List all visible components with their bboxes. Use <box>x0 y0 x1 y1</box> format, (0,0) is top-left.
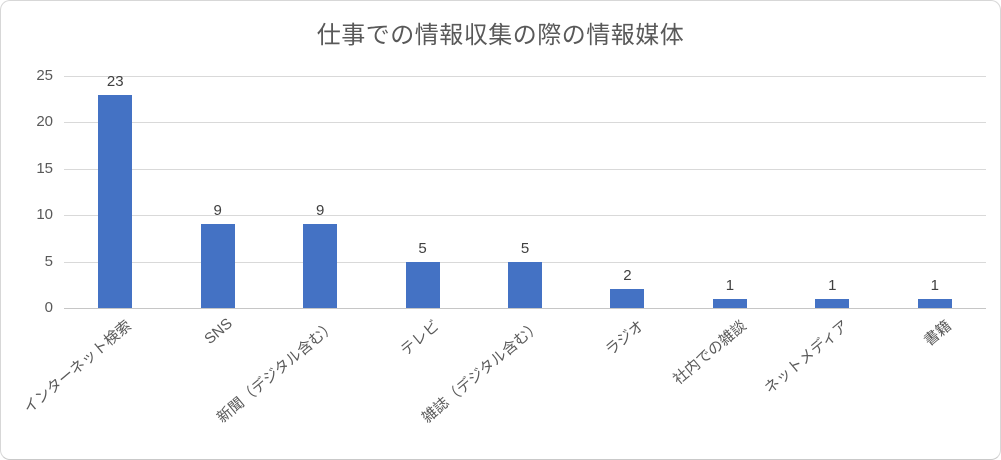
plot-area: 23 9 9 5 5 2 1 1 1 <box>64 72 986 309</box>
bar <box>508 261 542 308</box>
y-tick-label: 20 <box>36 113 53 131</box>
bar <box>303 224 338 308</box>
chart-title: 仕事での情報収集の際の情報媒体 <box>316 22 685 49</box>
y-tick-label: 0 <box>44 299 53 316</box>
y-tick-label: 10 <box>36 206 53 224</box>
bar-value-label: 5 <box>520 239 530 257</box>
bar-value-label: 5 <box>418 239 427 257</box>
bar-value-label: 1 <box>930 276 939 294</box>
gridline <box>64 122 986 124</box>
x-category-label: インターネット検索 <box>20 317 136 418</box>
bar-value-label: 1 <box>725 276 735 294</box>
bar-value-label: 9 <box>213 202 222 220</box>
gridline <box>64 215 986 217</box>
x-category-label: SNS <box>201 315 236 348</box>
bar <box>200 224 235 308</box>
y-tick-label: 5 <box>44 252 53 270</box>
gridline <box>64 76 986 77</box>
x-category-label: 社内での雑談 <box>669 317 750 389</box>
bar <box>405 261 440 308</box>
bar-value-label: 2 <box>623 267 632 285</box>
bar-value-label: 1 <box>828 276 837 294</box>
bar <box>610 289 645 308</box>
y-tick-label: 25 <box>36 67 53 84</box>
bar-value-label: 9 <box>315 202 325 220</box>
x-category-label: ネットメディア <box>761 317 853 398</box>
bar <box>98 94 133 308</box>
x-category-label: 新聞（デジタル含む） <box>214 317 340 427</box>
bar <box>917 298 952 308</box>
bar <box>712 298 747 308</box>
y-tick-label: 15 <box>36 159 53 177</box>
x-axis-line <box>64 308 986 309</box>
x-category-label: ラジオ <box>602 317 648 360</box>
gridline <box>64 168 986 170</box>
bar <box>815 298 850 308</box>
x-category-label: テレビ <box>396 317 443 360</box>
x-category-label: 書籍 <box>920 317 955 350</box>
bar-value-label: 23 <box>106 72 124 90</box>
